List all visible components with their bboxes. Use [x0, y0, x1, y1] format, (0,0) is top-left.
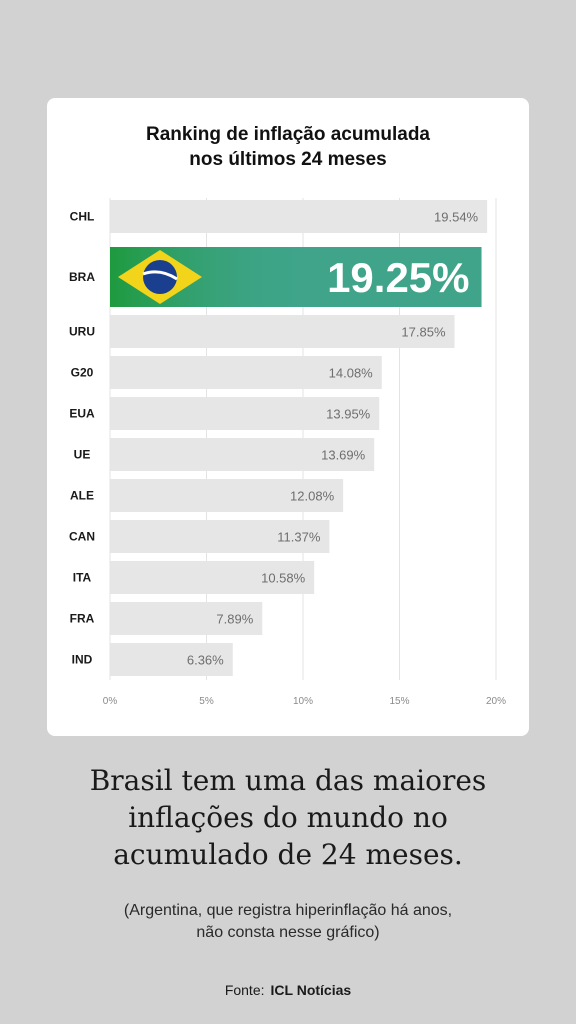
flag-globe — [143, 260, 177, 294]
category-label: UE — [74, 448, 91, 462]
x-tick-label: 5% — [199, 696, 214, 707]
footnote: (Argentina, que registra hiperinflação h… — [0, 900, 576, 944]
headline-line-3: acumulado de 24 meses. — [113, 838, 463, 871]
category-label: ITA — [73, 571, 92, 585]
labels: 0% 5% 10% 15% 20% CHL 19.54% BRA 19.25% URU 17.85%… — [69, 210, 506, 708]
category-label: IND — [72, 653, 93, 667]
bar-g20 — [110, 356, 382, 389]
flag-band — [142, 270, 178, 281]
value-label: 11.37% — [277, 530, 321, 545]
bar-ind — [110, 643, 233, 676]
bars — [110, 200, 488, 676]
headline-line-1: Brasil tem uma das maiores — [89, 764, 487, 797]
brazil-flag-icon — [118, 250, 202, 304]
value-label: 7.89% — [216, 612, 253, 627]
value-label: 14.08% — [329, 366, 374, 381]
value-label: 13.69% — [321, 448, 366, 463]
category-label: FRA — [70, 612, 95, 626]
x-tick-label: 0% — [103, 696, 118, 707]
value-label: 17.85% — [401, 325, 446, 340]
category-label: ALE — [70, 489, 94, 503]
bar-can — [110, 520, 330, 553]
category-label: CHL — [70, 210, 95, 224]
category-label: EUA — [69, 407, 95, 421]
value-label: 12.08% — [290, 489, 335, 504]
source-label: Fonte: — [224, 982, 265, 998]
bar-ita — [110, 561, 315, 594]
value-label: 13.95% — [326, 407, 371, 422]
source-credit: Fonte: ICL Notícias — [0, 982, 576, 998]
bar-chl — [110, 200, 488, 233]
category-label: BRA — [69, 270, 95, 284]
chart-title-line-2: nos últimos 24 meses — [189, 149, 387, 170]
bar-uru — [110, 315, 455, 348]
source-name: ICL Notícias — [270, 982, 352, 998]
value-label: 19.54% — [434, 210, 479, 225]
bar-ue — [110, 438, 375, 471]
footnote-line-1: (Argentina, que registra hiperinflação h… — [123, 902, 453, 919]
headline-line-2: inflações do mundo no — [128, 801, 448, 834]
chart-title-line-1: Ranking de inflação acumulada — [145, 124, 431, 145]
category-label: URU — [69, 325, 95, 339]
headline: Brasil tem uma das maiores inflações do … — [0, 762, 576, 873]
x-tick-label: 20% — [486, 696, 506, 707]
value-label: 10.58% — [261, 571, 306, 586]
chart-card: Ranking de inflação acumulada nos último… — [47, 98, 529, 736]
value-label: 19.25% — [327, 254, 469, 301]
bar-ale — [110, 479, 344, 512]
bar-eua — [110, 397, 380, 430]
footnote-line-2: não consta nesse gráfico) — [196, 924, 380, 941]
category-label: G20 — [71, 366, 94, 380]
chart-title: Ranking de inflação acumulada nos último… — [47, 122, 529, 172]
category-label: CAN — [69, 530, 95, 544]
value-label: 6.36% — [187, 653, 224, 668]
bar-chart: 0% 5% 10% 15% 20% CHL 19.54% BRA 19.25% URU 17.85%… — [69, 198, 506, 708]
bar-fra — [110, 602, 263, 635]
x-tick-label: 10% — [293, 696, 313, 707]
x-tick-label: 15% — [389, 696, 409, 707]
